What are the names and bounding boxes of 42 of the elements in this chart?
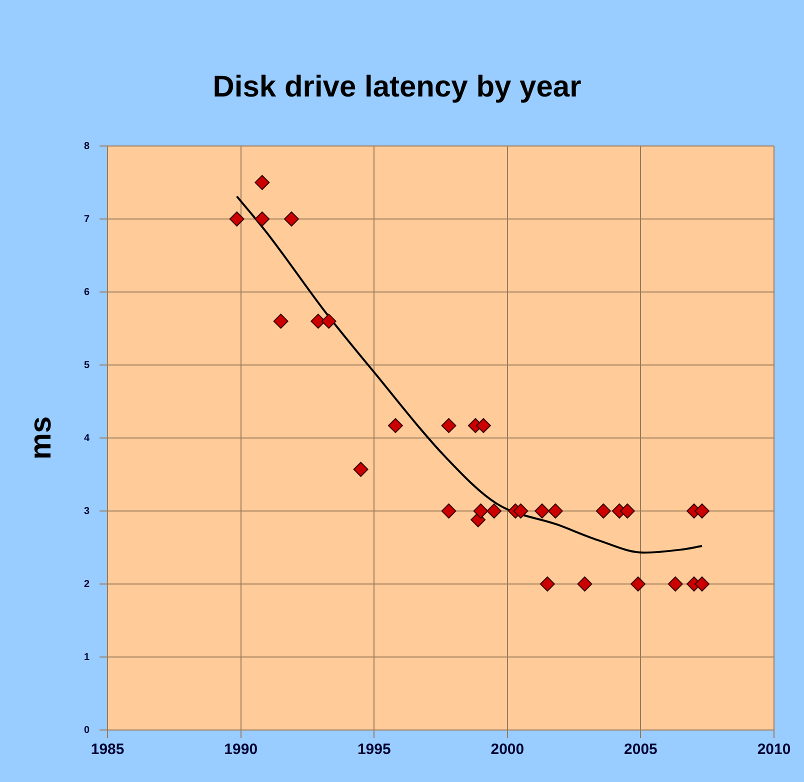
y-tick-label: 2 xyxy=(84,578,90,590)
point xyxy=(441,418,456,434)
point xyxy=(668,576,683,592)
point xyxy=(273,314,288,329)
point xyxy=(473,504,488,518)
point xyxy=(548,504,563,518)
point xyxy=(284,212,299,226)
point xyxy=(630,576,646,592)
x-tick-label: 1985 xyxy=(90,741,124,758)
y-tick-label: 0 xyxy=(84,724,90,736)
x-tick-label: 2010 xyxy=(757,741,791,758)
point xyxy=(441,504,456,518)
point xyxy=(577,576,592,592)
y-tick-label: 3 xyxy=(84,506,90,517)
point xyxy=(596,504,611,518)
y-tick-label: 6 xyxy=(84,286,90,298)
point xyxy=(534,504,550,518)
point xyxy=(254,175,270,190)
y-tick-label: 8 xyxy=(84,140,90,152)
chart-title: Disk drive latency by year xyxy=(212,70,582,104)
point xyxy=(486,504,502,518)
point xyxy=(694,504,710,518)
y-tick-label: 5 xyxy=(84,360,90,371)
y-tick-label: 4 xyxy=(84,432,90,444)
point xyxy=(254,212,270,226)
point xyxy=(476,418,491,434)
x-tick-label: 1995 xyxy=(357,741,391,758)
x-tick-label: 1990 xyxy=(224,741,258,758)
point xyxy=(353,462,368,477)
point xyxy=(540,576,555,592)
y-tick-label: 1 xyxy=(84,652,90,663)
point xyxy=(321,314,336,329)
x-tick-label: 2005 xyxy=(624,741,658,758)
point xyxy=(513,504,528,518)
point xyxy=(694,576,710,592)
x-tick-label: 2000 xyxy=(490,741,524,758)
line-series xyxy=(236,195,704,554)
y-axis-title: ms xyxy=(24,416,58,460)
point xyxy=(388,418,403,434)
point xyxy=(620,504,635,518)
point xyxy=(229,212,244,226)
y-tick-label: 7 xyxy=(84,214,90,225)
